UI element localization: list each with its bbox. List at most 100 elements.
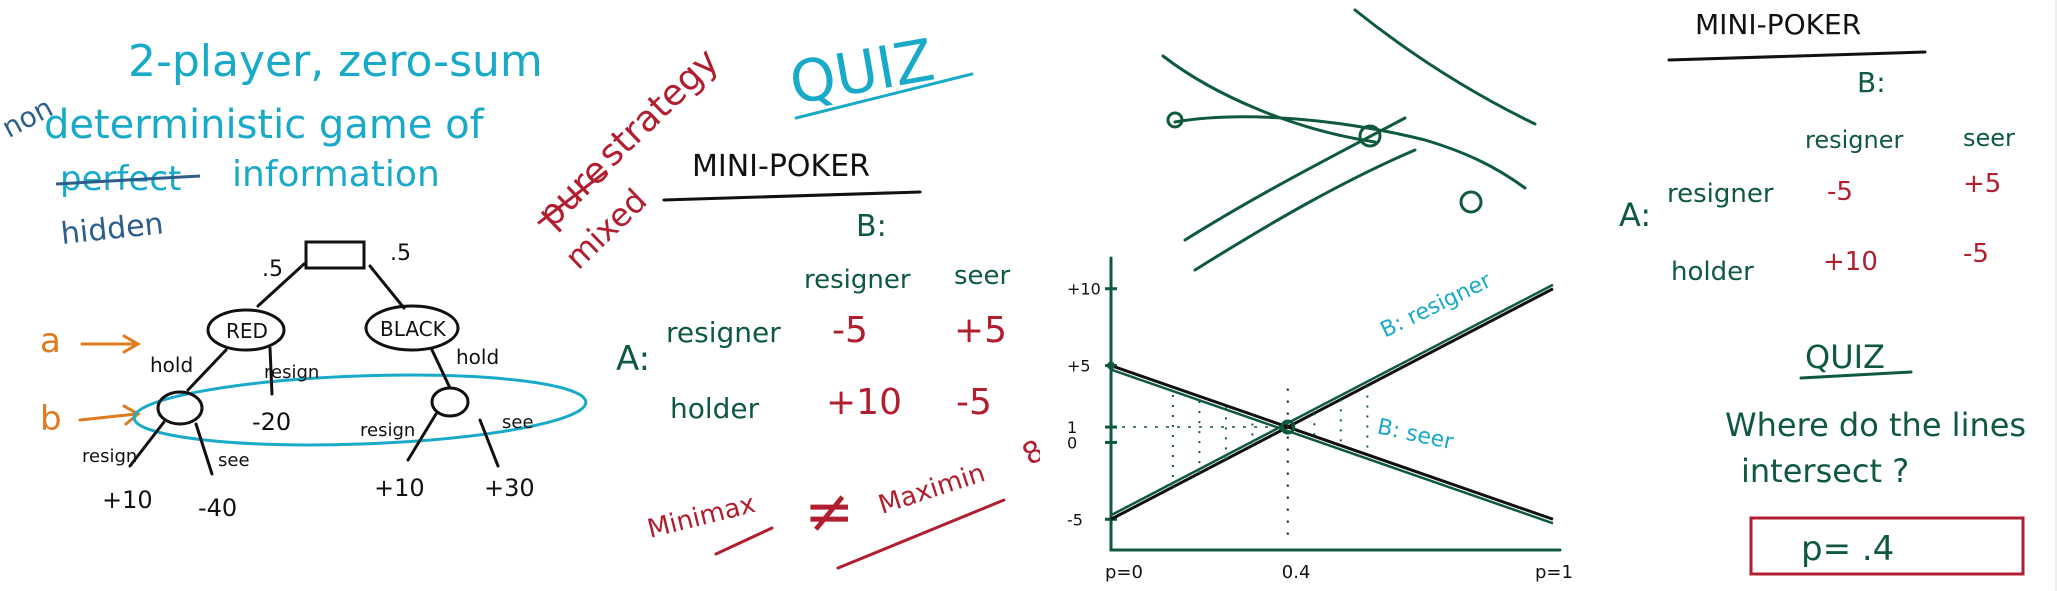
red-node <box>206 308 286 352</box>
quiz-underline <box>794 72 974 120</box>
x-tick-label-0: p=0 <box>1105 562 1143 583</box>
answer-text: p= .4 <box>1801 529 1894 569</box>
r-matrix-underline <box>1667 50 1927 62</box>
not-equal: ≠ <box>804 477 854 547</box>
r-matrix-col-header-0: resigner <box>1805 126 1903 154</box>
r-matrix-cell-0-1: +5 <box>1963 169 2001 199</box>
payoff-1: +10 <box>102 486 153 514</box>
series-label-0: B: resigner <box>1377 268 1496 343</box>
b-left-resign-edge <box>128 420 166 468</box>
matrix-cell-1-1: -5 <box>956 382 992 423</box>
payoff-2: -40 <box>198 494 237 522</box>
r-question-line1: Where do the lines <box>1725 406 2026 444</box>
root-prob-left: .5 <box>262 257 283 282</box>
r-matrix-row-header-0: resigner <box>1667 179 1774 209</box>
r-matrix-cell-1-1: -5 <box>1963 239 1989 269</box>
matrix-col-header-1: seer <box>954 261 1011 291</box>
y-tick-label-3: 0 <box>1067 433 1077 452</box>
sketch-line-2 <box>1353 8 1537 126</box>
chart-axes <box>1109 256 1562 552</box>
right-canvas: +10 +5 10 -5 p=0 0.4 p=1 B: resigner B: seer MIN… <box>1067 8 2026 583</box>
minimax: Minimax <box>644 489 758 545</box>
quiz-title: QUIZ <box>785 26 940 118</box>
intersection-point <box>1280 419 1296 435</box>
sketch-dot-1 <box>1166 111 1184 129</box>
r-matrix-row-header-1: holder <box>1671 257 1754 287</box>
red-resign-payoff: -20 <box>252 408 291 436</box>
x-tick-label-2: p=1 <box>1535 562 1573 583</box>
chart-series <box>1107 283 1554 536</box>
payoff-3: +10 <box>374 474 425 502</box>
root-edge-left <box>256 262 306 308</box>
y-tick-label-0: +10 <box>1067 280 1101 299</box>
matrix-cell-0-1: +5 <box>954 310 1007 351</box>
black-hold-edge <box>430 348 452 390</box>
matrix-row-header-1: holder <box>670 392 760 425</box>
y-tick-label-1: +5 <box>1067 357 1091 376</box>
title-line1: 2-player, zero-sum <box>128 36 543 87</box>
x-tick-label-1: 0.4 <box>1282 562 1311 583</box>
y-tick-label-2: 1 <box>1067 418 1077 437</box>
series1-start-point <box>1107 361 1115 370</box>
left-panel: 2-player, zero-sum non deterministic gam… <box>0 25 1041 570</box>
black-hold: hold <box>456 345 499 369</box>
payoff-4: +30 <box>484 474 535 502</box>
answer-box <box>1749 516 2025 576</box>
r-matrix-cell-0-0: -5 <box>1827 177 1853 207</box>
r-matrix-title: MINI-POKER <box>1695 8 1861 41</box>
sketch-dot-3 <box>1459 190 1483 214</box>
b-resign-right: resign <box>360 420 415 441</box>
b-node-left <box>156 390 204 426</box>
series-line-1 <box>1110 364 1554 521</box>
b-see-right: see <box>502 412 534 433</box>
sketch-line-5 <box>1193 148 1417 272</box>
black-node <box>364 304 460 352</box>
root-node <box>304 240 366 270</box>
label-a: a <box>40 321 61 361</box>
red-resign: resign <box>264 362 319 383</box>
b-resign-left: resign <box>82 446 137 467</box>
root-edge-right <box>368 264 406 310</box>
sketch-line-1 <box>1161 54 1377 144</box>
b-right-see-edge <box>478 418 500 468</box>
matrix-title-underline <box>662 190 922 202</box>
footnote: 8 <box>1017 433 1041 473</box>
matrix-title: MINI-POKER <box>692 149 870 184</box>
maximin: Maximin <box>875 458 989 521</box>
strike-perfect <box>55 174 201 186</box>
label-b: b <box>40 399 62 439</box>
sketch-dot-2 <box>1358 124 1382 148</box>
title-line3: information <box>232 154 440 195</box>
red-hold-edge <box>186 348 228 392</box>
series-line-0 <box>1110 287 1554 521</box>
r-matrix-cell-1-0: +10 <box>1823 247 1878 277</box>
r-matrix-col-player: B: <box>1857 66 1886 99</box>
hidden-note: hidden <box>59 206 165 252</box>
matrix-row-header-0: resigner <box>666 316 781 349</box>
b-left-see-edge <box>194 422 214 476</box>
r-quiz-underline <box>1799 370 1913 380</box>
sketch-line-4 <box>1183 116 1407 242</box>
matrix-row-player: A: <box>616 339 650 379</box>
matrix-cell-0-0: -5 <box>832 310 868 351</box>
red-node-label: RED <box>226 319 268 343</box>
b-see-left: see <box>218 450 250 471</box>
root-prob-right: .5 <box>390 241 411 266</box>
r-matrix-row-player: A: <box>1619 196 1651 234</box>
arrow-b <box>78 404 141 426</box>
sketch-line-3 <box>1173 115 1527 190</box>
series-label-1: B: seer <box>1375 415 1457 456</box>
right-panel: +10 +5 1 0 -5 p=0 0.4 p=1 B: resigner B: seer MIN… <box>1045 0 2057 591</box>
series-sketch-0 <box>1110 283 1554 517</box>
matrix-col-header-0: resigner <box>804 265 911 295</box>
left-canvas: 2-player, zero-sum non deterministic gam… <box>0 26 1041 570</box>
black-node-label: BLACK <box>380 317 447 341</box>
red-hold: hold <box>150 353 193 377</box>
arrow-a <box>80 334 142 354</box>
y-tick-label-4: -5 <box>1067 510 1083 529</box>
minimax-underline <box>714 526 774 556</box>
matrix-col-player: B: <box>856 209 887 244</box>
series-sketch-1 <box>1110 368 1554 525</box>
b-right-resign-edge <box>406 412 438 462</box>
title-line2: deterministic game of <box>44 102 485 148</box>
